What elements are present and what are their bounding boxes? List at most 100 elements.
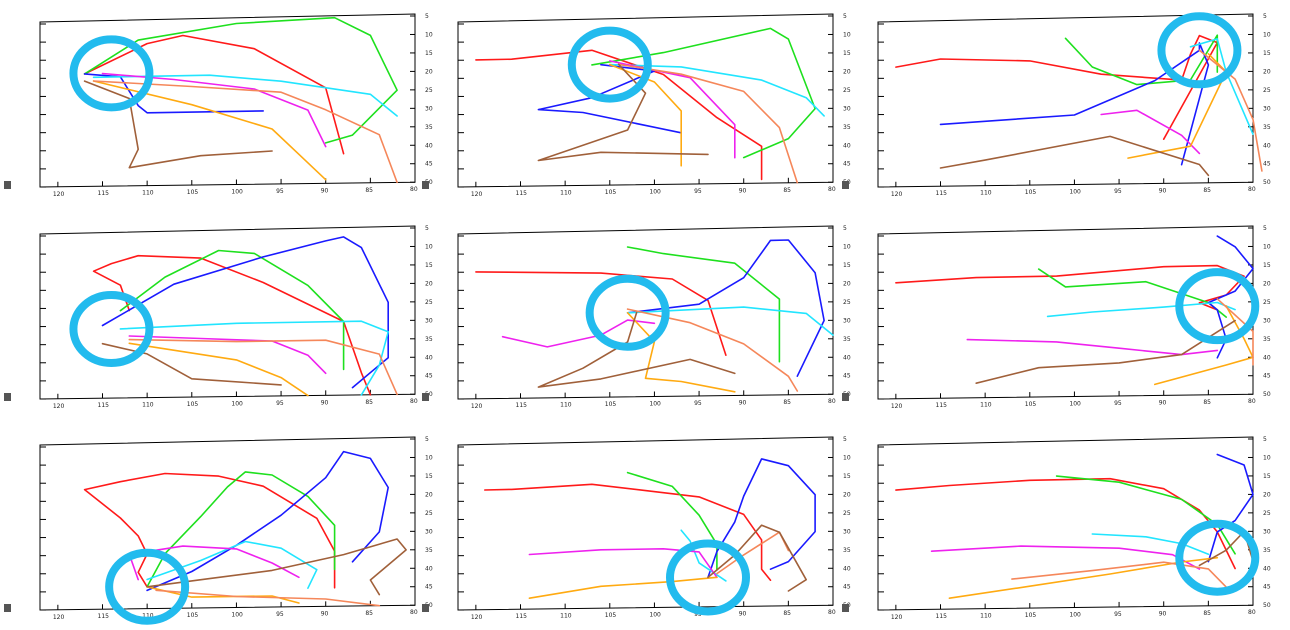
y-tick-label: 40 xyxy=(843,354,851,361)
y-tick-label: 45 xyxy=(425,373,433,380)
track-line-magenta xyxy=(1100,109,1201,155)
chart-panel-4: 5101520253035404550120115110105100959085… xyxy=(4,225,433,410)
y-tick-label: 50 xyxy=(1263,179,1271,186)
track-line-salmon xyxy=(1216,298,1254,366)
x-tick-label: 80 xyxy=(1248,398,1256,405)
track-line-cyan xyxy=(680,529,727,582)
y-tick-label: 15 xyxy=(1263,473,1271,480)
x-tick-label: 100 xyxy=(1069,188,1081,195)
y-tick-label: 5 xyxy=(1263,13,1267,20)
track-line-red xyxy=(92,254,372,396)
x-tick-label: 105 xyxy=(1025,401,1037,408)
x-tick-label: 115 xyxy=(936,402,948,409)
y-tick-label: 10 xyxy=(1263,243,1271,250)
x-tick-label: 85 xyxy=(1203,187,1211,194)
x-tick-label: 100 xyxy=(649,400,661,407)
x-tick-label: 120 xyxy=(891,191,903,198)
x-tick-label: 105 xyxy=(1025,189,1037,196)
track-line-blue xyxy=(1207,235,1254,359)
corner-label-mark xyxy=(422,604,429,612)
y-tick-label: 20 xyxy=(1263,68,1271,75)
x-tick-label: 85 xyxy=(1203,399,1211,406)
y-tick-label: 25 xyxy=(1263,510,1271,517)
x-tick-label: 100 xyxy=(1069,400,1081,407)
x-tick-label: 120 xyxy=(53,191,65,198)
plot-frame xyxy=(39,436,416,611)
track-line-brown xyxy=(939,135,1210,177)
x-tick-label: 115 xyxy=(98,190,110,197)
track-line-blue xyxy=(626,239,825,377)
track-line-green xyxy=(146,471,336,588)
highlight-circle xyxy=(69,291,154,368)
track-line-orange xyxy=(948,556,1219,599)
track-line-green xyxy=(1055,475,1236,555)
x-tick-label: 120 xyxy=(891,403,903,410)
x-tick-label: 85 xyxy=(365,187,373,194)
y-tick-label: 15 xyxy=(425,262,433,269)
y-tick-label: 45 xyxy=(843,584,851,591)
y-tick-label: 30 xyxy=(843,528,851,535)
x-tick-label: 90 xyxy=(739,399,747,406)
track-line-green xyxy=(626,471,718,571)
track-line-brown xyxy=(101,342,282,386)
y-tick-label: 5 xyxy=(843,225,847,232)
y-tick-label: 15 xyxy=(1263,262,1271,269)
track-line-red xyxy=(475,271,727,356)
track-line-brown xyxy=(537,311,736,388)
track-line-brown xyxy=(975,319,1236,384)
track-line-cyan xyxy=(92,74,398,117)
track-line-blue xyxy=(146,450,389,592)
y-tick-label: 35 xyxy=(425,336,433,343)
track-line-cyan xyxy=(626,306,834,336)
x-tick-label: 100 xyxy=(231,188,243,195)
y-tick-label: 5 xyxy=(425,225,429,232)
x-tick-label: 95 xyxy=(276,188,284,195)
track-line-magenta xyxy=(528,548,718,579)
y-tick-label: 10 xyxy=(1263,31,1271,38)
x-tick-label: 115 xyxy=(98,613,110,620)
x-tick-label: 105 xyxy=(187,612,199,619)
x-tick-label: 115 xyxy=(98,402,110,409)
y-tick-label: 5 xyxy=(425,13,429,20)
x-tick-label: 110 xyxy=(142,190,154,197)
y-tick-label: 10 xyxy=(843,454,851,461)
track-line-green xyxy=(591,27,816,159)
y-tick-label: 45 xyxy=(843,373,851,380)
y-tick-label: 30 xyxy=(1263,528,1271,535)
track-line-orange xyxy=(626,312,736,393)
x-tick-label: 90 xyxy=(739,610,747,617)
x-tick-label: 115 xyxy=(936,613,948,620)
track-line-brown xyxy=(707,524,807,592)
y-tick-label: 20 xyxy=(425,280,433,287)
x-tick-label: 115 xyxy=(516,190,528,197)
y-tick-label: 25 xyxy=(1263,87,1271,94)
track-line-blue xyxy=(101,236,389,389)
y-tick-label: 15 xyxy=(1263,50,1271,57)
track-line-blue xyxy=(707,458,816,579)
track-line-salmon xyxy=(716,531,790,575)
track-line-cyan xyxy=(119,320,389,396)
y-tick-label: 10 xyxy=(1263,454,1271,461)
track-line-green xyxy=(119,249,345,371)
x-tick-label: 120 xyxy=(891,614,903,621)
y-tick-label: 35 xyxy=(1263,547,1271,554)
x-tick-label: 80 xyxy=(1248,609,1256,616)
track-line-brown xyxy=(537,63,709,162)
y-tick-label: 45 xyxy=(1263,373,1271,380)
x-tick-label: 80 xyxy=(1248,186,1256,193)
y-tick-label: 5 xyxy=(843,13,847,20)
y-tick-label: 30 xyxy=(425,105,433,112)
x-tick-label: 110 xyxy=(560,402,572,409)
highlight-circle xyxy=(105,548,190,625)
track-line-red xyxy=(895,477,1236,570)
x-tick-label: 110 xyxy=(980,190,992,197)
y-tick-label: 50 xyxy=(1263,602,1271,609)
track-line-cyan xyxy=(609,63,825,117)
x-tick-label: 95 xyxy=(694,188,702,195)
track-line-green xyxy=(83,16,398,144)
y-tick-label: 30 xyxy=(843,105,851,112)
track-line-cyan xyxy=(1046,301,1236,318)
y-tick-label: 10 xyxy=(425,243,433,250)
corner-label-mark xyxy=(842,393,849,401)
y-tick-label: 30 xyxy=(843,317,851,324)
